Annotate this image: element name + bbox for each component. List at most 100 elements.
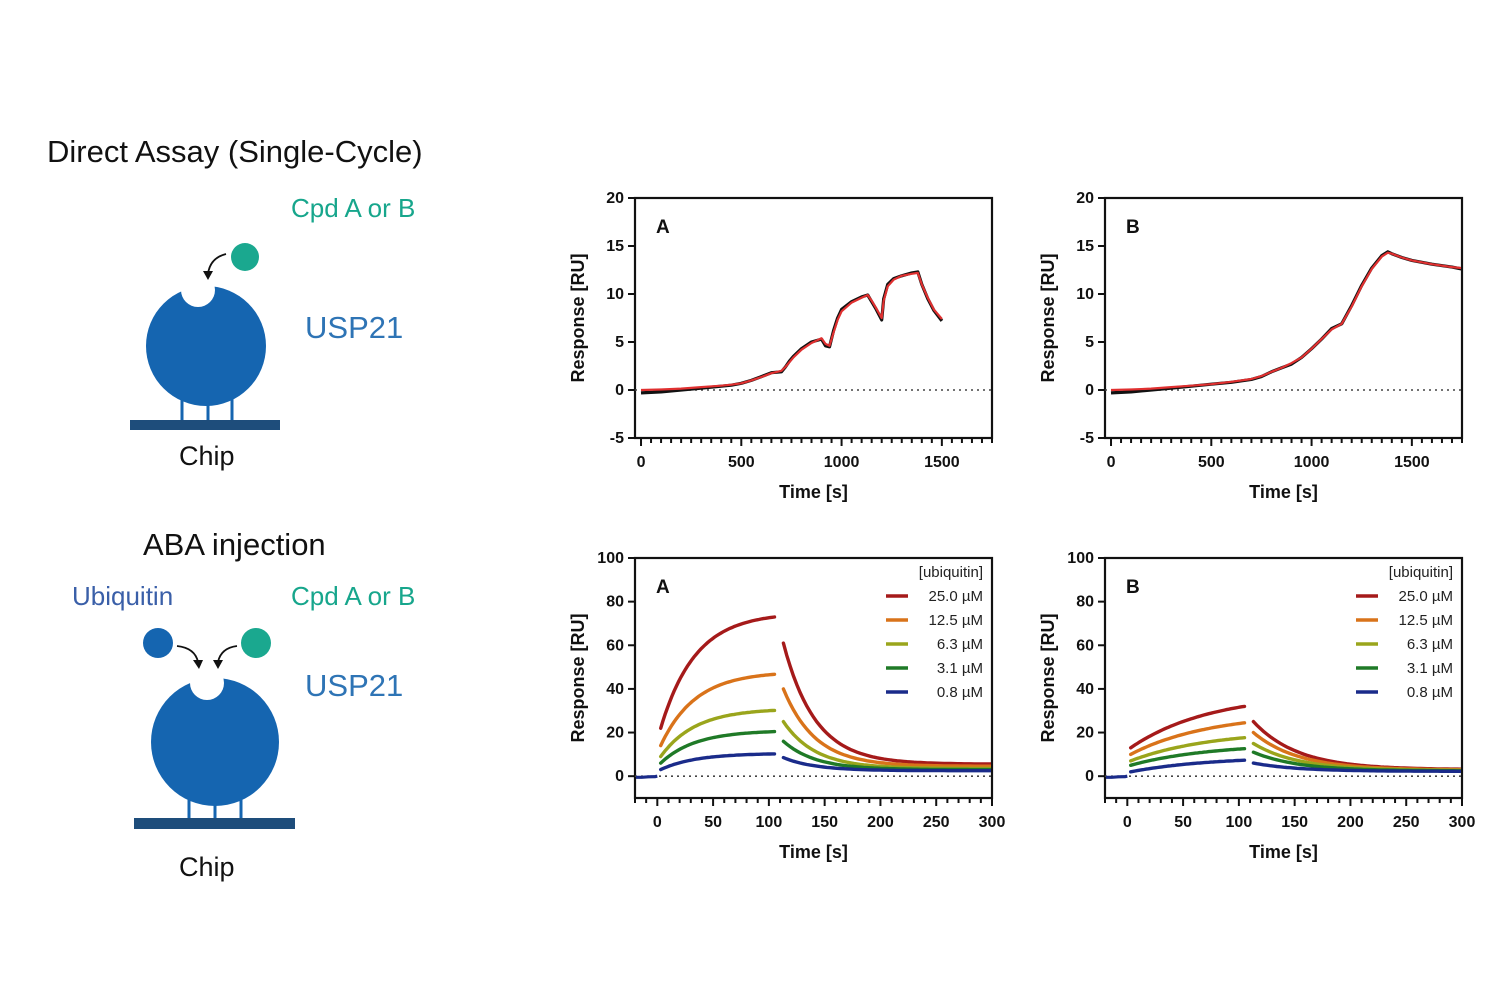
legend-entry: 12.5 µM <box>929 612 984 629</box>
y-axis-title: Response [RU] <box>568 253 588 382</box>
panel-label: B <box>1126 217 1140 238</box>
single-cycle-chart-a: -5 0 5 10 15 20 0 500 1000 1500 Time [s] Response [… <box>568 190 994 502</box>
x-tick-label: 0 <box>637 454 646 471</box>
fit-curve <box>640 271 943 392</box>
y-tick-label: 80 <box>606 594 624 611</box>
x-tick-label: 200 <box>867 814 894 831</box>
legend-entry: 25.0 µM <box>1399 588 1454 605</box>
y-axis-title: Response [RU] <box>1038 613 1058 742</box>
association-curve <box>1128 704 1247 750</box>
association-curve <box>1128 758 1247 774</box>
association-curve <box>658 752 777 772</box>
legend-title: [ubiquitin] <box>1389 564 1453 581</box>
compound-molecule <box>231 243 259 271</box>
panel-label: A <box>656 217 670 238</box>
y-tick-label: 100 <box>1067 550 1094 567</box>
single-cycle-chart-b: -5 0 5 10 15 20 0 500 1000 1500 Time [s] Response [… <box>1038 190 1464 502</box>
dissociation-curve <box>781 719 991 771</box>
panel-label: B <box>1126 577 1140 598</box>
association-curve <box>1128 746 1247 768</box>
dissociation-curve <box>781 641 991 766</box>
y-tick-label: -5 <box>1080 430 1094 447</box>
association-curve <box>1128 721 1247 757</box>
usp21-protein-shape <box>151 678 279 806</box>
y-tick-label: 5 <box>615 334 624 351</box>
x-tick-label: 100 <box>756 814 783 831</box>
y-tick-label: 0 <box>615 382 624 399</box>
x-tick-label: 300 <box>1449 814 1476 831</box>
legend-entry: 0.8 µM <box>937 684 983 701</box>
aba-chart-a: 0 20 40 60 80 100 0 50 100 150 200 250 300 Time [s] Re… <box>568 550 1006 862</box>
arrow-head <box>213 660 223 669</box>
x-tick-label: 150 <box>1281 814 1308 831</box>
x-tick-label: 250 <box>1393 814 1420 831</box>
association-curve <box>658 615 777 730</box>
association-curve <box>658 729 777 765</box>
aba-ubiquitin-label: Ubiquitin <box>72 581 174 611</box>
x-tick-label: 0 <box>1107 454 1116 471</box>
binding-pocket <box>181 273 215 307</box>
fit-curve <box>1110 251 1461 392</box>
x-tick-label: 300 <box>979 814 1006 831</box>
y-tick-label: 0 <box>1085 382 1094 399</box>
direct-protein-label: USP21 <box>305 310 404 345</box>
direct-chip-label: Chip <box>179 441 235 471</box>
y-tick-label: 20 <box>606 725 624 742</box>
x-axis-title: Time [s] <box>1249 842 1318 862</box>
measured-curve <box>640 270 944 395</box>
series-group <box>640 270 944 395</box>
x-tick-label: 50 <box>1174 814 1192 831</box>
y-tick-label: 40 <box>1076 681 1094 698</box>
ubiquitin-molecule <box>143 628 173 658</box>
sensor-chip-surface <box>134 818 295 829</box>
aba-chart-b: 0 20 40 60 80 100 0 50 100 150 200 250 300 Time [s] Re… <box>1038 550 1476 862</box>
x-axis-title: Time [s] <box>779 482 848 502</box>
series-group <box>1106 704 1461 779</box>
pre-injection-baseline <box>1106 774 1128 779</box>
legend-entry: 12.5 µM <box>1399 612 1454 629</box>
x-tick-label: 1000 <box>824 454 860 471</box>
series-group <box>636 615 991 779</box>
y-axis-title: Response [RU] <box>1038 253 1058 382</box>
legend-entry: 6.3 µM <box>937 636 983 653</box>
legend-entry: 0.8 µM <box>1407 684 1453 701</box>
x-tick-label: 250 <box>923 814 950 831</box>
legend-entry: 6.3 µM <box>1407 636 1453 653</box>
direct-compound-label: Cpd A or B <box>291 193 416 223</box>
y-tick-label: 15 <box>606 238 624 255</box>
y-tick-label: 20 <box>606 190 624 207</box>
plot-frame <box>633 196 994 440</box>
ubiquitin-arrow <box>176 645 199 663</box>
dissociation-curve <box>1251 761 1461 774</box>
x-axis-title: Time [s] <box>1249 482 1318 502</box>
aba-injection-schematic <box>134 628 295 829</box>
arrow-head <box>193 660 203 669</box>
y-tick-label: 0 <box>615 768 624 785</box>
y-tick-label: 20 <box>1076 190 1094 207</box>
x-tick-label: 0 <box>1123 814 1132 831</box>
direct-assay-schematic <box>130 243 280 430</box>
plot-frame <box>1103 196 1464 440</box>
dissociation-curve <box>781 755 991 773</box>
y-tick-label: 60 <box>1076 637 1094 654</box>
sensor-chip-surface <box>130 420 280 430</box>
panel-label: A <box>656 577 670 598</box>
y-tick-label: 60 <box>606 637 624 654</box>
compound-molecule <box>241 628 271 658</box>
association-curve <box>1128 735 1247 763</box>
y-tick-label: 80 <box>1076 594 1094 611</box>
y-tick-label: 20 <box>1076 725 1094 742</box>
y-tick-label: 0 <box>1085 768 1094 785</box>
y-tick-label: 10 <box>606 286 624 303</box>
binding-pocket <box>190 666 224 700</box>
x-tick-label: 1000 <box>1294 454 1330 471</box>
x-tick-label: 50 <box>704 814 722 831</box>
legend-entry: 3.1 µM <box>1407 660 1453 677</box>
direct-assay-title: Direct Assay (Single-Cycle) <box>47 134 423 169</box>
dissociation-curve <box>781 687 991 768</box>
aba-compound-label: Cpd A or B <box>291 581 416 611</box>
x-tick-label: 100 <box>1226 814 1253 831</box>
legend-entry: 25.0 µM <box>929 588 984 605</box>
x-axis-title: Time [s] <box>779 842 848 862</box>
y-axis-title: Response [RU] <box>568 613 588 742</box>
